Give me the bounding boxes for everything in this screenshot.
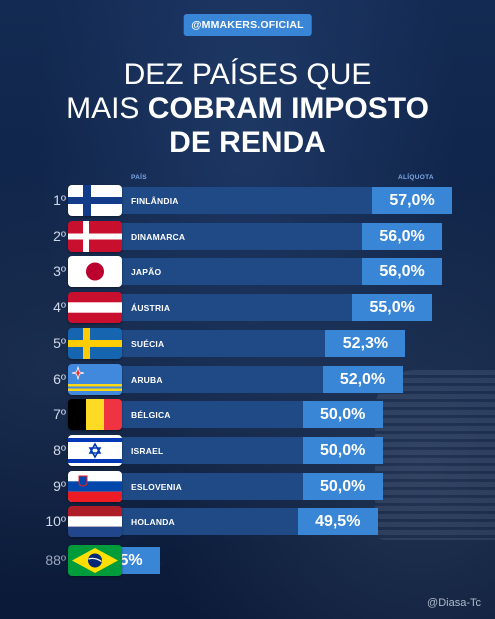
value-label: 49,5% <box>297 508 378 536</box>
value-label: 52,3% <box>325 329 406 357</box>
rank-label: 1º <box>53 192 66 208</box>
israel-flag-icon <box>68 434 122 466</box>
value-label: 55,0% <box>352 294 433 322</box>
title-line-3: DE RENDA <box>169 126 326 159</box>
brazil-flag-icon <box>68 545 122 576</box>
country-label: ESLOVENIA <box>131 481 182 492</box>
rank-label: 4º <box>53 299 66 316</box>
country-label: DINAMARCA <box>131 231 186 242</box>
country-label: ISRAEL <box>131 445 164 456</box>
country-label: BÉLGICA <box>131 410 171 421</box>
bar-row: DINAMARCA 56,0% 2º <box>0 220 495 253</box>
bar-row: ISRAEL 50,0% 8º <box>0 434 495 467</box>
sweden-flag-icon <box>68 327 122 359</box>
japan-flag-icon <box>68 256 122 288</box>
value-label: 57,0% <box>372 187 452 214</box>
title-line-2-bold: COBRAM IMPOSTO <box>147 92 429 125</box>
bar-row: ÁUSTRIA 55,0% 4º <box>0 292 495 324</box>
rank-label: 9º <box>53 477 66 494</box>
bar-row: SUÉCIA 52,3% 5º <box>0 327 495 360</box>
rank-label: 3º <box>53 263 66 280</box>
value-label: 56,0% <box>362 258 443 286</box>
value-label: 50,0% <box>302 472 383 500</box>
aruba-flag-icon <box>68 363 122 395</box>
coin-stack-decoration <box>375 370 495 540</box>
page-title: DEZ PAÍSES QUE MAIS COBRAM IMPOSTO DE RE… <box>0 58 495 160</box>
rank-label: 8º <box>53 441 66 458</box>
denmark-flag-icon <box>68 220 122 252</box>
bar-row: ESLOVENIA 50,0% 9º <box>0 470 495 503</box>
rank-label: 88º <box>45 552 66 568</box>
bar-row: BRASIL27,5%88º <box>0 545 495 577</box>
title-line-2-light: MAIS <box>66 92 148 125</box>
account-handle-badge: @MMAKERS.OFICIAL <box>183 14 312 36</box>
bar-row: JAPÃO 56,0% 3º <box>0 256 495 288</box>
bar-row: FINLÂNDIA 57,0% 1º <box>0 185 495 217</box>
column-header-rate: ALÍQUOTA <box>398 174 434 181</box>
bar-row: BÉLGICA 50,0% 7º <box>0 399 495 431</box>
value-label: 50,0% <box>302 436 383 464</box>
rank-label: 6º <box>53 370 66 387</box>
slovenia-flag-icon <box>68 470 122 502</box>
country-label: FINLÂNDIA <box>131 196 179 206</box>
value-label: 50,0% <box>302 401 383 429</box>
belgium-flag-icon <box>68 399 122 431</box>
bar-row: ARUBA 52,0% 6º <box>0 363 495 396</box>
netherlands-flag-icon <box>68 506 122 538</box>
country-label: SUÉCIA <box>131 338 165 349</box>
rank-label: 7º <box>53 406 66 423</box>
title-line-1: DEZ PAÍSES QUE <box>123 58 372 91</box>
country-label: ÁUSTRIA <box>131 303 171 314</box>
value-label: 52,0% <box>322 365 403 393</box>
rank-label: 5º <box>53 334 66 351</box>
watermark: @Diasa-Tc <box>427 597 481 609</box>
title-line-2: MAIS COBRAM IMPOSTO <box>0 92 495 126</box>
country-label: HOLANDA <box>131 517 175 528</box>
rank-label: 10º <box>45 513 66 530</box>
value-label: 56,0% <box>362 222 443 250</box>
bar-row: HOLANDA 49,5% 10º <box>0 506 495 538</box>
country-label: JAPÃO <box>131 267 162 278</box>
rank-label: 2º <box>53 227 66 244</box>
country-label: ARUBA <box>131 374 163 385</box>
finland-flag-icon <box>68 185 122 216</box>
column-header-country: PAÍS <box>131 174 147 181</box>
austria-flag-icon <box>68 292 122 324</box>
